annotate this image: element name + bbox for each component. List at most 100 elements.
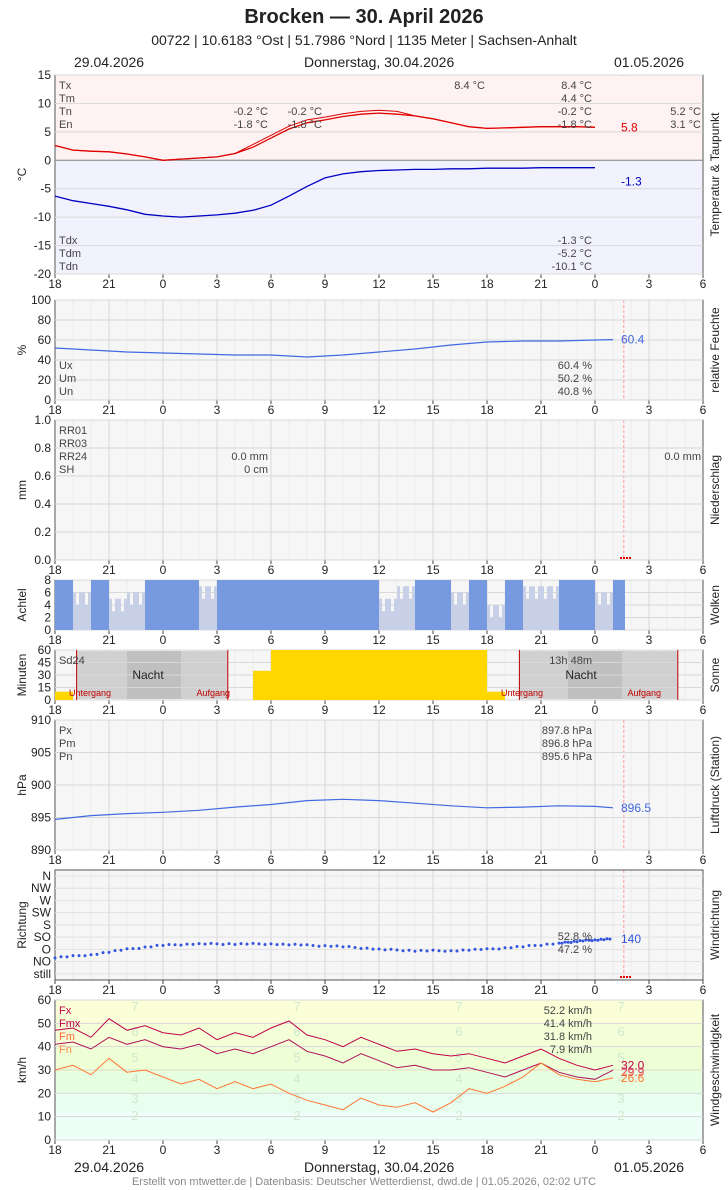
wind-direction-point: [521, 945, 525, 949]
wind-direction-point: [389, 947, 393, 951]
wind-stat-label: Fmx: [59, 1018, 81, 1030]
cloud-bar: [490, 617, 493, 630]
cloud-bar: [103, 580, 106, 630]
humidity-xtick-label: 21: [534, 403, 548, 417]
cloud-bar: [244, 580, 247, 630]
wind-direction-point: [215, 942, 219, 946]
wind-direction-point: [539, 944, 543, 948]
wind-stat-value: 7.9 km/h: [550, 1044, 592, 1056]
wind-direction-point: [401, 949, 405, 953]
wind-direction-point: [233, 942, 237, 946]
cloud-bar: [484, 580, 487, 630]
cloud-bar: [226, 580, 229, 630]
cloud-bar: [433, 580, 436, 630]
wind-direction-point: [155, 943, 159, 947]
beaufort-label: 4: [455, 1071, 462, 1086]
cloud-bar: [121, 611, 124, 630]
precipitation-side-label: Niederschlag: [708, 455, 722, 525]
cloud-bar: [73, 592, 76, 630]
sunshine-bar: [469, 650, 487, 700]
temperature-xtick-label: 21: [534, 277, 548, 291]
sunshine-xtick-label: 12: [372, 703, 386, 717]
precipitation-ytick-label: 0.0: [34, 553, 51, 567]
clouds-xtick-label: 0: [592, 633, 599, 647]
dewpoint-stat-value: -1.3 °C: [558, 235, 592, 247]
wind-stat-label: Fx: [59, 1005, 72, 1017]
precipitation-right-value: 0.0 mm: [664, 451, 701, 463]
clouds-xtick-label: 21: [102, 633, 116, 647]
temperature-stat-value: -1.8 °C: [558, 119, 592, 131]
sunshine-xtick-label: 9: [322, 703, 329, 717]
wind_direction-xtick-label: 12: [372, 983, 386, 997]
wind_speed-xtick-label: 18: [480, 1143, 494, 1157]
wind-direction-point: [431, 948, 435, 952]
beaufort-label: 5: [131, 1050, 138, 1065]
cloud-bar: [424, 580, 427, 630]
precipitation-ylabel: mm: [15, 480, 29, 500]
wind_direction-ylabel: Richtung: [15, 901, 29, 948]
temperature-xtick-label: 0: [592, 277, 599, 291]
cloud-bar: [358, 580, 361, 630]
cloud-bar: [442, 580, 445, 630]
sunshine-stat-label: Sd24: [59, 655, 85, 667]
precipitation-xtick-label: 0: [592, 563, 599, 577]
cloud-bar: [166, 580, 169, 630]
beaufort-label: 2: [455, 1108, 462, 1123]
cloud-bar: [397, 586, 400, 630]
wind-direction-point: [533, 944, 537, 948]
wind-stat-value: 31.8 km/h: [544, 1031, 592, 1043]
cloud-bar: [508, 580, 511, 630]
cloud-bar: [58, 580, 61, 630]
humidity-xtick-label: 12: [372, 403, 386, 417]
cloud-bar: [367, 580, 370, 630]
cloud-bar: [616, 580, 619, 630]
temperature-ytick-label: -15: [34, 239, 52, 253]
sunshine-ylabel: Minuten: [15, 654, 29, 697]
humidity-ytick-label: 100: [31, 293, 51, 307]
wind-direction-point: [503, 946, 507, 950]
wind-direction-point: [551, 942, 555, 946]
wind-direction-ytick-label: still: [34, 967, 51, 981]
wind-direction-point: [590, 939, 594, 943]
wind_direction-side-label: Windrichtung: [708, 890, 722, 960]
wind-direction-point: [281, 942, 285, 946]
wind-direction-point: [479, 948, 483, 952]
cloud-bar: [469, 580, 472, 630]
wind-direction-point: [407, 948, 411, 952]
temperature-line: [54, 112, 596, 161]
wind-gust-mean-line: [54, 1057, 614, 1113]
wind_speed-xtick-label: 12: [372, 1143, 386, 1157]
beaufort-label: 7: [455, 999, 462, 1014]
wind-direction-point: [569, 940, 573, 944]
cloud-bar: [445, 580, 448, 630]
sunshine-xtick-label: 6: [700, 703, 707, 717]
wind-direction-point: [359, 947, 363, 951]
clouds-ytick-label: 8: [44, 573, 51, 587]
precipitation-ytick-label: 0.2: [34, 525, 51, 539]
cloud-bar: [598, 605, 601, 630]
cloud-bar: [55, 580, 58, 630]
wind-direction-point: [413, 949, 417, 953]
sunshine-ytick-label: 0: [44, 693, 51, 707]
cloud-bar: [487, 605, 490, 630]
clouds-side-label: Wolken: [708, 585, 722, 625]
wind-direction-point: [239, 942, 243, 946]
wind-direction-point: [563, 940, 567, 944]
cloud-bar: [238, 580, 241, 630]
cloud-bar: [376, 580, 379, 630]
humidity-ytick-label: 40: [38, 353, 52, 367]
wind_direction-xtick-label: 6: [700, 983, 707, 997]
sunshine-bar: [451, 650, 469, 700]
wind-direction-point: [581, 939, 585, 943]
cloud-bar: [310, 580, 313, 630]
cloud-bar: [322, 580, 325, 630]
wind-direction-point: [599, 937, 603, 941]
wind-direction-point: [560, 941, 564, 945]
cloud-bar: [382, 611, 385, 630]
cloud-bar: [148, 580, 151, 630]
wind-direction-ytick-label: O: [42, 942, 51, 956]
pressure-stat-value: 896.8 hPa: [542, 738, 593, 750]
station-info: 00722 | 10.6183 °Ost | 51.7986 °Nord | 1…: [151, 32, 577, 48]
wind-direction-point: [119, 948, 123, 952]
cloud-bar: [610, 592, 613, 630]
